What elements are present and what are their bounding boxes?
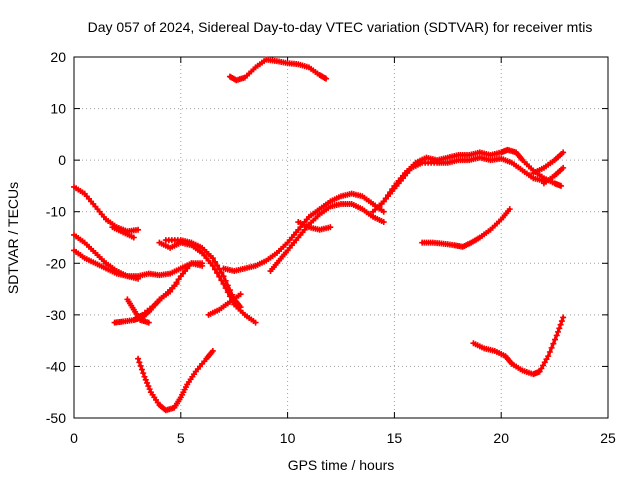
data-point — [130, 234, 137, 241]
y-tick-label: -10 — [46, 204, 66, 220]
series-trace — [113, 261, 204, 325]
series-arc1 — [71, 183, 142, 235]
x-tick-label: 25 — [600, 430, 616, 446]
data-point — [135, 226, 142, 233]
data-point — [252, 319, 259, 326]
data-point — [558, 182, 565, 189]
series-arc2 — [109, 224, 137, 241]
series-arc9 — [162, 237, 244, 311]
data-point-fill — [136, 359, 143, 366]
data-point — [560, 164, 567, 171]
y-tick-label: -40 — [46, 358, 66, 374]
data-series — [71, 56, 567, 414]
data-point — [141, 373, 148, 380]
y-axis-label: SDTVAR / TECUs — [5, 182, 21, 294]
data-point — [323, 75, 330, 82]
data-point — [135, 275, 142, 282]
y-tick-label: -30 — [46, 307, 66, 323]
series-arc11 — [135, 347, 216, 414]
y-tick-label: 10 — [50, 101, 66, 117]
data-point — [220, 273, 227, 280]
x-tick-label: 5 — [177, 430, 185, 446]
x-axis-label: GPS time / hours — [288, 457, 395, 473]
series-arc4 — [71, 247, 142, 282]
data-point-fill — [137, 362, 144, 369]
data-point — [173, 280, 180, 287]
data-point — [560, 314, 567, 321]
data-point — [506, 206, 513, 213]
y-tick-label: -50 — [46, 410, 66, 426]
data-point-fill — [211, 258, 218, 265]
data-point-fill — [175, 276, 182, 283]
data-point — [380, 208, 387, 215]
x-tick-label: 15 — [387, 430, 403, 446]
series-arc5 — [111, 260, 206, 326]
data-point-fill — [222, 277, 229, 284]
y-tick-label: 20 — [50, 49, 66, 65]
series-arc7 — [130, 280, 180, 324]
data-point-fill — [543, 356, 550, 363]
data-point — [209, 347, 216, 354]
data-point-fill — [556, 325, 563, 332]
y-tick-label: -20 — [46, 255, 66, 271]
data-point-fill — [214, 262, 221, 269]
data-point — [135, 355, 142, 362]
y-tick-labels: -50 -40 -30 -20 -10 0 10 20 — [46, 49, 66, 426]
data-point-fill — [550, 340, 557, 347]
data-point-fill — [146, 386, 153, 393]
x-tick-label: 0 — [70, 430, 78, 446]
data-point — [380, 219, 387, 226]
data-point — [199, 260, 206, 267]
series-arc20 — [419, 206, 513, 250]
data-point — [553, 332, 560, 339]
data-point-fill — [555, 328, 562, 335]
data-point-fill — [144, 379, 151, 386]
plot-frame — [73, 56, 609, 419]
data-point-fill — [145, 383, 152, 390]
data-point-fill — [552, 336, 559, 343]
data-point-fill — [546, 348, 553, 355]
data-point-fill — [229, 291, 236, 298]
data-point — [536, 368, 543, 375]
data-point-fill — [140, 370, 147, 377]
series-arc19 — [226, 56, 330, 84]
data-point — [237, 291, 244, 298]
data-point-fill — [218, 269, 225, 276]
series-arc17 — [530, 149, 567, 177]
x-tick-label: 10 — [280, 430, 296, 446]
x-tick-label: 20 — [493, 430, 509, 446]
data-point — [237, 304, 244, 311]
data-point-fill — [224, 282, 231, 289]
data-point-fill — [142, 376, 149, 383]
series-arc10 — [205, 291, 244, 318]
data-point-fill — [541, 359, 548, 366]
data-point-fill — [538, 365, 545, 372]
data-point-fill — [138, 366, 145, 373]
data-point-fill — [558, 318, 565, 325]
series-arc16 — [376, 154, 547, 210]
series-arc14 — [295, 219, 334, 233]
data-point-fill — [548, 344, 555, 351]
y-tick-label: 0 — [58, 152, 66, 168]
chart-title: Day 057 of 2024, Sidereal Day-to-day VTE… — [88, 19, 593, 35]
series-trace — [377, 156, 546, 209]
data-point — [209, 255, 216, 262]
data-point — [545, 353, 552, 360]
series-arc18 — [540, 164, 567, 187]
data-point-fill — [557, 321, 564, 328]
x-tick-labels: 0 5 10 15 20 25 — [70, 430, 616, 446]
data-point-fill — [226, 287, 233, 294]
data-point-fill — [540, 362, 547, 369]
grid — [74, 57, 608, 418]
series-arc6 — [124, 296, 152, 326]
series-arc21 — [470, 314, 567, 378]
data-point — [145, 319, 152, 326]
data-point — [327, 224, 334, 231]
ticks — [73, 56, 609, 419]
series-arc13 — [267, 200, 387, 275]
data-point — [560, 149, 567, 156]
